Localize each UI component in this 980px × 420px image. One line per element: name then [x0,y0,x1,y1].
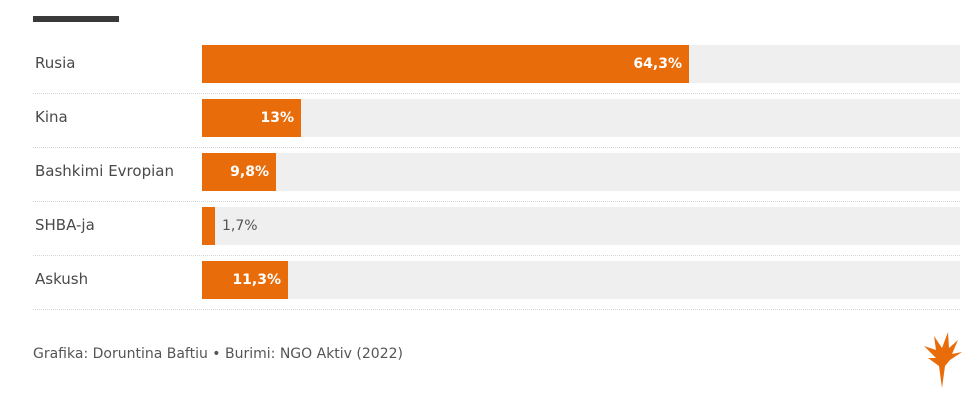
bar [202,261,288,299]
value-label: 64,3% [633,56,682,72]
bar-track: 11,3% [202,261,960,299]
torch-logo-icon [924,332,962,388]
bar-row: Bashkimi Evropian 9,8% [33,148,960,202]
bar-row: Rusia 64,3% [33,40,960,94]
value-label: 11,3% [232,272,281,288]
bar [202,153,276,191]
category-label: Kina [35,108,68,126]
bar-track: 64,3% [202,45,960,83]
bar-row: Askush 11,3% [33,256,960,310]
category-label: SHBA-ja [35,216,95,234]
value-label: 1,7% [222,218,258,234]
bar-row: Kina 13% [33,94,960,148]
category-label: Askush [35,270,89,288]
bar-track: 9,8% [202,153,960,191]
category-label: Rusia [35,54,76,72]
row-divider [33,309,960,310]
bar [202,207,215,245]
bar-row: SHBA-ja 1,7% [33,202,960,256]
value-label: 13% [260,110,294,126]
bar-track: 1,7% [202,207,960,245]
source-credit: Grafika: Doruntina Baftiu • Burimi: NGO … [33,346,403,362]
row-divider [33,255,960,256]
bar-track: 13% [202,99,960,137]
bar [202,99,301,137]
row-divider [33,201,960,202]
bar [202,45,689,83]
category-label: Bashkimi Evropian [35,162,174,180]
value-label: 9,8% [230,164,269,180]
bar-chart: Rusia 64,3% Kina 13% Bashkimi Evropian 9,8% SH… [0,40,980,310]
header-accent-rule [33,16,119,22]
row-divider [33,93,960,94]
row-divider [33,147,960,148]
